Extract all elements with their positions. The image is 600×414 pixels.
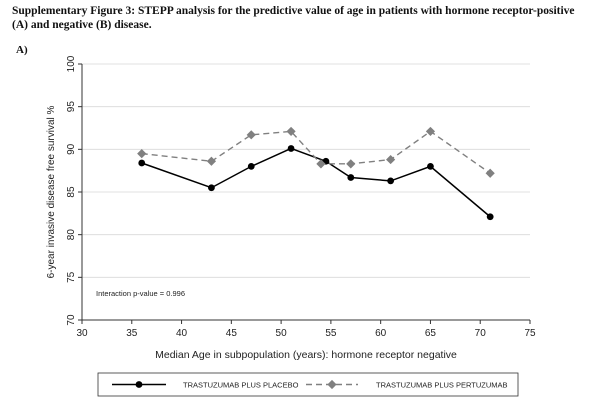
- y-axis-label: 6-year invasive disease free survival %: [46, 105, 57, 278]
- legend-label-1: TRASTUZUMAB PLUS PERTUZUMAB: [376, 381, 508, 390]
- series-1-point-2: [246, 130, 256, 140]
- series-1: [137, 126, 495, 178]
- series-1-point-7: [425, 126, 436, 137]
- x-tick-label-75: 75: [524, 328, 536, 339]
- legend-marker-1: [327, 379, 337, 390]
- x-tick-label-65: 65: [425, 328, 437, 339]
- series-0-point-6: [387, 177, 395, 185]
- series-1-point-4: [316, 159, 326, 169]
- series-0-point-7: [427, 163, 434, 170]
- y-tick-label-75: 75: [66, 271, 77, 283]
- series-0-point-0: [138, 159, 146, 167]
- series-0-point-1: [208, 184, 215, 192]
- series-1-point-5: [346, 159, 356, 169]
- y-tick-label-80: 80: [66, 229, 77, 241]
- x-tick-label-45: 45: [226, 328, 238, 339]
- series-1-point-6: [386, 154, 396, 165]
- series-0: [138, 145, 494, 221]
- series-0-point-3: [287, 145, 295, 152]
- x-tick-label-40: 40: [176, 328, 188, 339]
- series-1-point-8: [485, 168, 495, 178]
- figure-caption: Supplementary Figure 3: STEPP analysis f…: [12, 5, 575, 31]
- y-tick-label-100: 100: [66, 55, 77, 72]
- series-0-point-8: [486, 213, 494, 221]
- x-tick-label-30: 30: [76, 328, 88, 339]
- y-tick-label-70: 70: [66, 314, 77, 326]
- panel-label: A): [16, 44, 28, 56]
- x-tick-label-35: 35: [126, 328, 138, 339]
- series-1-point-1: [206, 156, 217, 166]
- y-tick-label-85: 85: [66, 186, 77, 198]
- series-0-point-2: [247, 163, 255, 170]
- series-1-point-0: [137, 149, 147, 159]
- series-1-point-3: [286, 126, 296, 137]
- legend-label-0: TRASTUZUMAB PLUS PLACEBO: [183, 381, 299, 390]
- x-tick-label-60: 60: [375, 328, 387, 339]
- interaction-p-value: Interaction p-value = 0.996: [96, 289, 185, 298]
- x-tick-label-50: 50: [276, 328, 288, 339]
- series-layer: [137, 126, 495, 221]
- axes: 70 75 80 85 90 95 100 30 35 40 45 50 55 60 65 70 75: [66, 55, 536, 339]
- legend: TRASTUZUMAB PLUS PLACEBO TRASTUZUMAB PLUS…: [97, 372, 519, 397]
- legend-marker-0: [135, 381, 143, 388]
- gridlines: [82, 63, 530, 321]
- x-axis-label: Median Age in subpopulation (years): hor…: [155, 349, 457, 361]
- y-tick-label-95: 95: [66, 101, 77, 113]
- y-tick-label-90: 90: [66, 143, 77, 155]
- x-tick-label-70: 70: [475, 328, 487, 339]
- series-0-point-5: [347, 174, 355, 181]
- x-tick-label-55: 55: [325, 328, 337, 339]
